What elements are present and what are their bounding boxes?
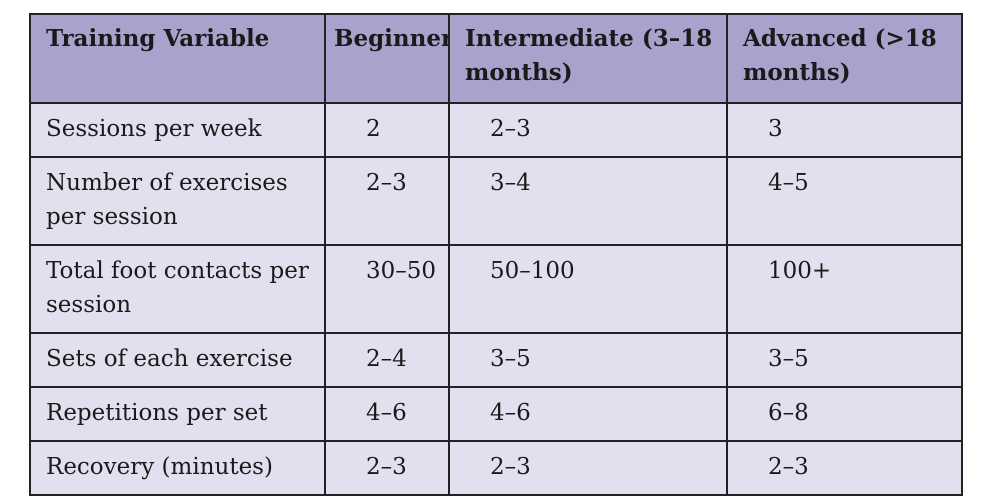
training-guidelines-table: Training Variable Beginner Intermediate … bbox=[29, 13, 963, 496]
cell-variable: Sessions per week bbox=[29, 102, 326, 158]
cell-beginner: 2–4 bbox=[324, 332, 450, 388]
cell-advanced: 3–5 bbox=[726, 332, 963, 388]
cell-variable: Number of exercises per session bbox=[29, 156, 326, 246]
table-header-row: Training Variable Beginner Intermediate … bbox=[29, 13, 963, 104]
table-row: Repetitions per set 4–6 4–6 6–8 bbox=[29, 386, 963, 442]
header-intermediate: Intermediate (3–18 months) bbox=[448, 13, 728, 104]
cell-advanced: 4–5 bbox=[726, 156, 963, 246]
cell-intermediate: 3–4 bbox=[448, 156, 728, 246]
table-row: Total foot contacts per session 30–50 50… bbox=[29, 244, 963, 334]
table-row: Sessions per week 2 2–3 3 bbox=[29, 102, 963, 158]
header-beginner: Beginner bbox=[324, 13, 450, 104]
cell-intermediate: 3–5 bbox=[448, 332, 728, 388]
table-row: Sets of each exercise 2–4 3–5 3–5 bbox=[29, 332, 963, 388]
cell-advanced: 100+ bbox=[726, 244, 963, 334]
header-training-variable: Training Variable bbox=[29, 13, 326, 104]
cell-beginner: 30–50 bbox=[324, 244, 450, 334]
header-advanced: Advanced (>18 months) bbox=[726, 13, 963, 104]
cell-intermediate: 2–3 bbox=[448, 102, 728, 158]
cell-variable: Sets of each exercise bbox=[29, 332, 326, 388]
cell-variable: Total foot contacts per session bbox=[29, 244, 326, 334]
cell-beginner: 2–3 bbox=[324, 440, 450, 496]
cell-advanced: 3 bbox=[726, 102, 963, 158]
cell-intermediate: 50–100 bbox=[448, 244, 728, 334]
cell-beginner: 4–6 bbox=[324, 386, 450, 442]
cell-intermediate: 2–3 bbox=[448, 440, 728, 496]
cell-advanced: 6–8 bbox=[726, 386, 963, 442]
cell-variable: Repetitions per set bbox=[29, 386, 326, 442]
cell-advanced: 2–3 bbox=[726, 440, 963, 496]
cell-variable: Recovery (minutes) bbox=[29, 440, 326, 496]
cell-beginner: 2–3 bbox=[324, 156, 450, 246]
cell-intermediate: 4–6 bbox=[448, 386, 728, 442]
cell-beginner: 2 bbox=[324, 102, 450, 158]
training-guidelines-table-wrapper: Training Variable Beginner Intermediate … bbox=[29, 13, 963, 496]
table-row: Number of exercises per session 2–3 3–4 … bbox=[29, 156, 963, 246]
table-row: Recovery (minutes) 2–3 2–3 2–3 bbox=[29, 440, 963, 496]
